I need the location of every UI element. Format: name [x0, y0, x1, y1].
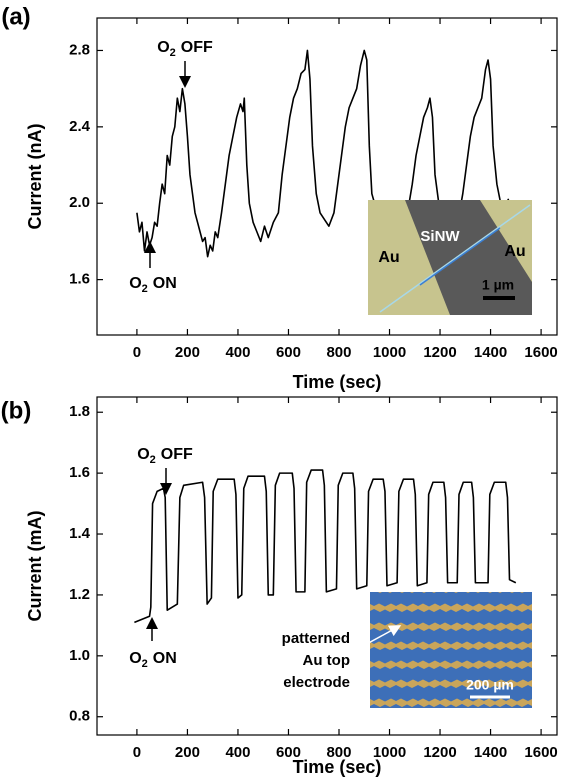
- annotation-rest: OFF: [181, 39, 213, 56]
- x-tick-label: 0: [133, 744, 141, 761]
- x-tick-label: 400: [225, 344, 250, 361]
- annotation-sub: 2: [150, 454, 156, 466]
- x-tick-label: 800: [326, 744, 351, 761]
- inset-label: Au: [504, 243, 525, 260]
- inset-label: 1 µm: [482, 277, 514, 293]
- y-axis-title: Current (nA): [25, 124, 45, 230]
- y-axis-title: Current (mA): [25, 510, 45, 621]
- x-tick-label: 200: [175, 744, 200, 761]
- inset-label: patterned: [282, 630, 350, 647]
- annotation: O2 OFF: [137, 446, 193, 466]
- inset-label: Au top: [303, 652, 350, 669]
- chart-panel: (a) SiNW Au Au 1 µm 0 200 400 600 800 1000 1200 1400…: [1, 3, 557, 391]
- x-tick-label: 200: [175, 344, 200, 361]
- annotation-base: O: [129, 650, 141, 667]
- y-tick-label: 2.4: [69, 118, 91, 135]
- inset-nanowire-band: [405, 200, 532, 315]
- annotation-rest: ON: [153, 275, 177, 292]
- plot-frame: [96, 396, 558, 736]
- y-tick-label: 1.4: [69, 525, 91, 542]
- data-line: [134, 469, 517, 624]
- panel-label: (b): [1, 397, 32, 424]
- x-tick-label: 1600: [524, 744, 557, 761]
- inset-label: 200 µm: [466, 677, 514, 693]
- annotation-base: O: [157, 39, 169, 56]
- x-tick-label: 600: [276, 344, 301, 361]
- x-tick-label: 1000: [373, 344, 406, 361]
- y-tick-label: 1.6: [69, 464, 90, 481]
- annotation-rest: OFF: [161, 446, 193, 463]
- x-tick-label: 1200: [423, 744, 456, 761]
- inset-image: [370, 592, 532, 708]
- chart-panel: (b) patterned Au top electrode 200 µm 0 200 400…: [1, 396, 558, 777]
- annotation: O2 OFF: [157, 39, 213, 59]
- x-tick-label: 1600: [524, 344, 557, 361]
- x-tick-label: 1400: [474, 344, 507, 361]
- y-tick-label: 1.2: [69, 586, 90, 603]
- x-tick-label: 1400: [474, 744, 507, 761]
- annotation-sub: 2: [170, 47, 176, 59]
- x-tick-label: 400: [225, 744, 250, 761]
- x-tick-label: 800: [326, 344, 351, 361]
- annotation-sub: 2: [142, 283, 148, 295]
- y-tick-label: 2.8: [69, 41, 90, 58]
- y-tick-label: 1.8: [69, 403, 90, 420]
- pointer-arrow: [351, 625, 402, 653]
- inset-label: electrode: [283, 674, 350, 691]
- annotation-base: O: [129, 275, 141, 292]
- x-tick-label: 600: [276, 744, 301, 761]
- panel-label: (a): [1, 3, 30, 30]
- x-axis-title: Time (sec): [293, 757, 382, 777]
- annotation: O2 ON: [129, 275, 177, 295]
- inset-label: Au: [378, 249, 399, 266]
- x-tick-label: 0: [133, 344, 141, 361]
- inset-wire: [419, 227, 501, 286]
- inset-label: SiNW: [420, 228, 460, 245]
- y-tick-label: 1.0: [69, 647, 90, 664]
- x-axis-title: Time (sec): [293, 372, 382, 392]
- annotation-base: O: [137, 446, 149, 463]
- y-tick-label: 1.6: [69, 271, 90, 288]
- y-tick-label: 2.0: [69, 194, 90, 211]
- inset-wire: [379, 204, 531, 313]
- annotation-rest: ON: [153, 650, 177, 667]
- x-tick-label: 1000: [373, 744, 406, 761]
- annotation: O2 ON: [129, 650, 177, 670]
- annotation-sub: 2: [142, 658, 148, 670]
- plot-frame: [96, 17, 558, 336]
- x-tick-label: 1200: [423, 344, 456, 361]
- y-tick-label: 0.8: [69, 708, 90, 725]
